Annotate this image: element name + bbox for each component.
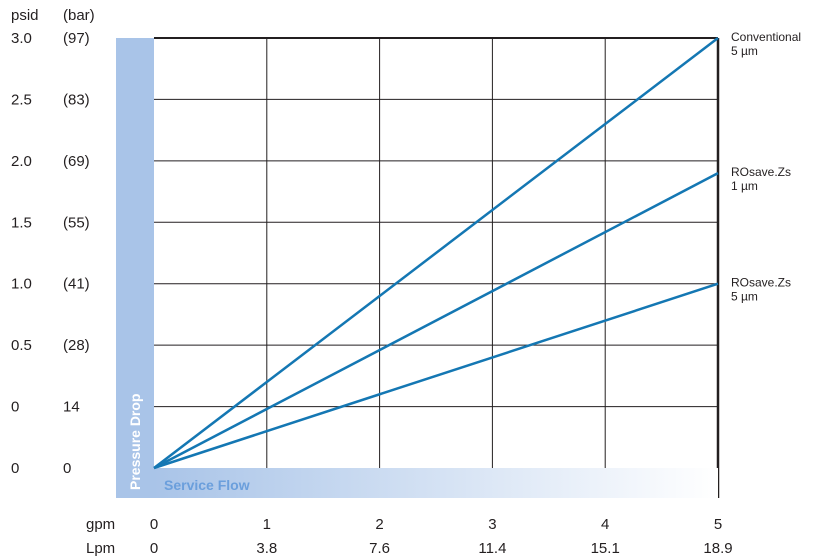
y-tick-label-secondary: (55) [63, 214, 90, 231]
series-label-name: Conventional [731, 30, 801, 44]
y-axis-label: Pressure Drop [127, 394, 143, 490]
x-tick-label-primary: 2 [375, 516, 383, 533]
series-label-sub: 5 µm [731, 290, 758, 304]
y-unit-secondary: (bar) [63, 7, 95, 24]
axis-bands: Pressure Drop Service Flow [116, 38, 718, 498]
y-tick-label-primary: 2.5 [11, 91, 32, 108]
x-tick-label-secondary: 18.9 [703, 540, 732, 557]
y-tick-label-primary: 3.0 [11, 30, 32, 47]
y-tick-label-secondary: (28) [63, 337, 90, 354]
x-tick-label-primary: 3 [488, 516, 496, 533]
y-unit-primary: psid [11, 7, 39, 24]
x-tick-label-primary: 0 [150, 516, 158, 533]
x-axis-band [154, 468, 718, 498]
y-tick-label-secondary: (41) [63, 276, 90, 293]
x-unit-primary: gpm [86, 516, 115, 533]
grid [154, 37, 720, 498]
x-tick-label-secondary: 0 [150, 540, 158, 557]
y-axis-band [116, 38, 154, 498]
series-lines [153, 37, 719, 470]
y-tick-label-secondary: 14 [63, 399, 80, 416]
series-line [153, 282, 719, 470]
y-tick-label-secondary: (69) [63, 153, 90, 170]
x-tick-label-primary: 5 [714, 516, 722, 533]
y-tick-label-secondary: (97) [63, 30, 90, 47]
x-tick-label-secondary: 11.4 [478, 540, 506, 557]
series-label-name: ROsave.Zs [731, 165, 791, 179]
y-tick-label-primary: 1.0 [11, 276, 32, 293]
series-label-sub: 5 µm [731, 44, 758, 58]
y-tick-label-secondary: 0 [63, 460, 71, 477]
y-tick-label-primary: 1.5 [11, 214, 32, 231]
series-line [153, 37, 719, 469]
y-tick-label-primary: 0 [11, 460, 19, 477]
x-axis-label: Service Flow [164, 477, 250, 493]
x-tick-label-secondary: 3.8 [256, 540, 277, 557]
x-tick-label-primary: 1 [263, 516, 271, 533]
series-line [153, 172, 719, 470]
y-tick-label-primary: 2.0 [11, 153, 32, 170]
series-label-sub: 1 µm [731, 179, 758, 193]
series-label-name: ROsave.Zs [731, 276, 791, 290]
x-tick-label-secondary: 15.1 [591, 540, 620, 557]
x-tick-label-secondary: 7.6 [369, 540, 390, 557]
y-tick-label-primary: 0 [11, 399, 19, 416]
x-unit-secondary: Lpm [86, 540, 115, 557]
y-tick-label-secondary: (83) [63, 91, 90, 108]
axis-ticks: psid (bar) gpm Lpm 0 00 140.5 (28)1.0 (41)1.… [11, 7, 733, 557]
y-tick-label-primary: 0.5 [11, 337, 32, 354]
x-tick-label-primary: 4 [601, 516, 609, 533]
